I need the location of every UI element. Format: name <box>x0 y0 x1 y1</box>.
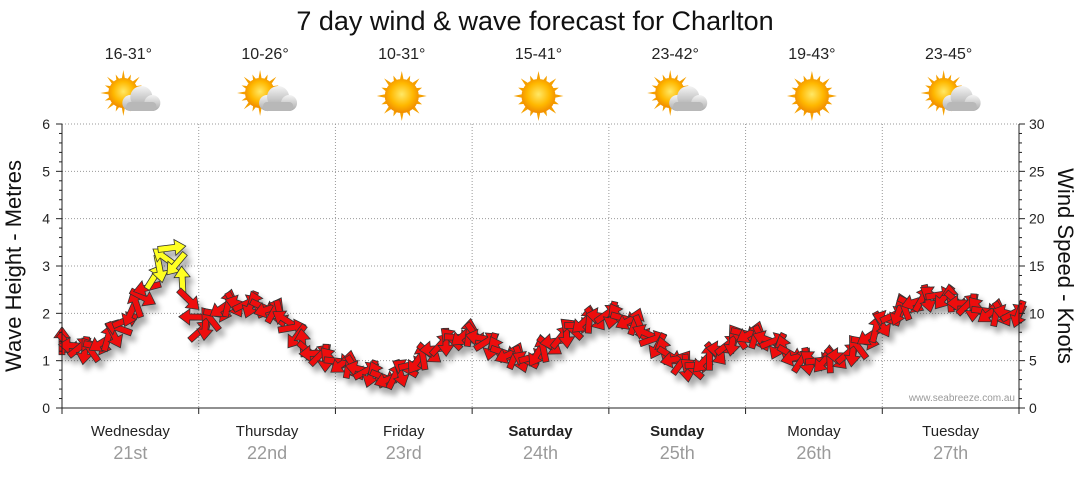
sun-ray <box>536 71 541 81</box>
sun-ray <box>920 91 930 95</box>
sun-ray <box>941 70 946 80</box>
day-date: 21st <box>113 443 147 463</box>
right-tick-label: 30 <box>1029 116 1045 132</box>
day-name: Monday <box>787 423 841 440</box>
day-temp: 23-42° <box>652 46 699 63</box>
sun-icon <box>513 71 564 121</box>
right-tick-label: 0 <box>1029 400 1037 416</box>
cloud-base <box>126 102 157 111</box>
wind-arrow-shape <box>157 238 187 257</box>
day-temp: 16-31° <box>105 46 152 63</box>
sun-ray <box>668 106 672 116</box>
day-temp: 10-31° <box>378 46 425 63</box>
cloud-shape <box>669 86 708 111</box>
watermark: www.seabreeze.com.au <box>908 393 1015 404</box>
wind-arrow <box>1009 299 1027 329</box>
sun-ray <box>399 111 404 121</box>
sun-ray <box>399 71 404 81</box>
right-tick-label: 15 <box>1029 258 1045 274</box>
day-temp: 10-26° <box>241 46 288 63</box>
sun-disc <box>794 79 829 113</box>
sun-ray <box>513 94 523 98</box>
sun-ray <box>121 70 126 80</box>
sun-ray <box>376 94 386 98</box>
left-axis-ticks: 0 1 2 3 4 5 6 <box>42 116 1020 416</box>
day-date: 27th <box>933 443 968 463</box>
sun-ray <box>810 71 814 81</box>
cloud-base <box>263 102 294 111</box>
day-name: Tuesday <box>922 423 979 440</box>
weather-icons <box>100 70 981 121</box>
left-tick-label: 0 <box>42 400 50 416</box>
left-tick-label: 4 <box>42 211 50 227</box>
sun-ray <box>554 94 564 98</box>
sun-ray <box>810 111 814 121</box>
wind-arrows <box>53 238 1028 391</box>
sun-ray <box>237 91 247 95</box>
sun-ray <box>258 106 262 116</box>
left-axis-label: Wave Height - Metres <box>1 160 26 372</box>
sun-ray <box>786 94 797 98</box>
wind-arrow-shape <box>176 287 200 310</box>
day-temp: 19-43° <box>788 46 835 63</box>
day-name: Wednesday <box>91 423 170 440</box>
day-temp: 15-41° <box>515 46 562 63</box>
sun-icon <box>786 71 837 121</box>
cloud-base <box>946 102 977 111</box>
sun-ray <box>668 70 672 80</box>
day-date: 22nd <box>247 443 287 463</box>
left-tick-label: 2 <box>42 305 50 321</box>
sun-ray <box>121 106 126 116</box>
sun-ray <box>647 91 657 95</box>
day-labels: Wednesday 21st Thursday 22nd Friday 23rd Satur… <box>91 423 980 463</box>
chart-title: 7 day wind & wave forecast for Charlton <box>296 6 773 36</box>
day-date: 25th <box>660 443 695 463</box>
day-date: 26th <box>796 443 831 463</box>
right-tick-label: 20 <box>1029 211 1045 227</box>
cloud-shape <box>259 86 298 111</box>
left-tick-label: 1 <box>42 353 50 369</box>
right-axis-ticks: 0 5 10 15 20 25 30 <box>1019 116 1045 416</box>
right-tick-label: 5 <box>1029 353 1037 369</box>
right-tick-label: 10 <box>1029 305 1045 321</box>
day-date: 24th <box>523 443 558 463</box>
right-tick-label: 25 <box>1029 163 1045 179</box>
day-name: Sunday <box>650 423 705 440</box>
cloud-base <box>673 102 704 111</box>
day-name: Thursday <box>236 423 299 440</box>
cloud-shape <box>122 86 161 111</box>
sun-disc <box>521 79 556 113</box>
sun-cloud-icon <box>647 70 708 116</box>
sun-cloud-icon <box>237 70 298 116</box>
day-temp: 23-45° <box>925 46 972 63</box>
cloud-shape <box>942 86 981 111</box>
sun-ray <box>941 106 946 116</box>
day-name: Friday <box>383 423 425 440</box>
left-tick-label: 6 <box>42 116 50 132</box>
right-axis-label: Wind Speed - Knots <box>1053 168 1078 364</box>
sun-ray <box>536 111 541 121</box>
sun-ray <box>417 94 427 98</box>
left-tick-label: 3 <box>42 258 50 274</box>
left-tick-label: 5 <box>42 163 50 179</box>
sun-ray <box>100 91 110 95</box>
wind-arrow <box>157 238 187 257</box>
day-name: Saturday <box>508 423 573 440</box>
daily-temps: 16-31° 10-26° 10-31° 15-41° 23-42° 19-43° 23-4… <box>105 46 973 63</box>
sun-ray <box>258 70 262 80</box>
sun-icon <box>376 71 427 121</box>
sun-cloud-icon <box>100 70 161 116</box>
wind-arrow-shape <box>1009 299 1027 329</box>
day-date: 23rd <box>386 443 422 463</box>
sun-disc <box>384 79 419 113</box>
sun-ray <box>827 94 837 98</box>
wind-arrow <box>176 287 200 310</box>
sun-cloud-icon <box>920 70 981 116</box>
